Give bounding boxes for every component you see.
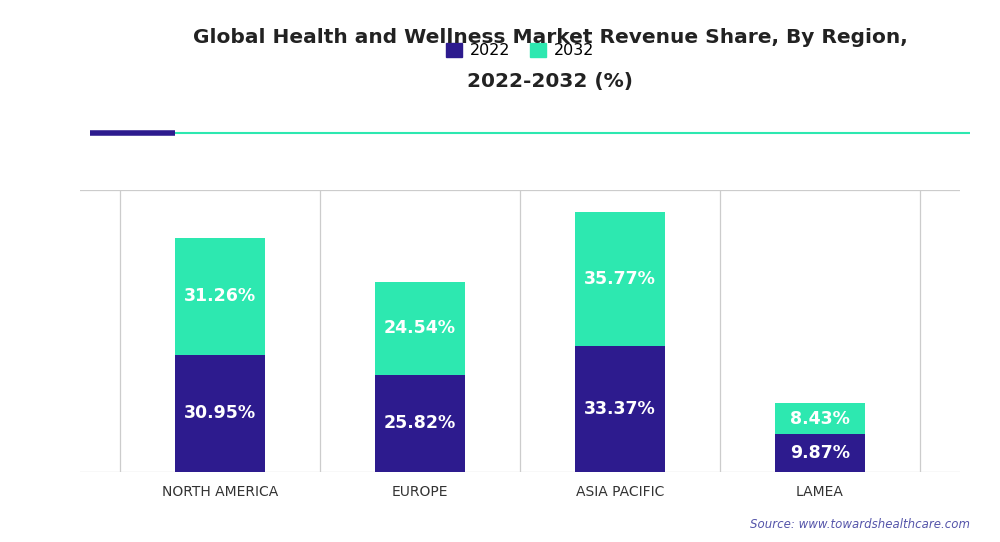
- Text: 31.26%: 31.26%: [184, 287, 256, 306]
- Text: Global Health and Wellness Market Revenue Share, By Region,: Global Health and Wellness Market Revenu…: [193, 28, 907, 48]
- Text: 2022-2032 (%): 2022-2032 (%): [467, 72, 633, 91]
- Text: 25.82%: 25.82%: [384, 414, 456, 432]
- Bar: [175, 355, 265, 472]
- Text: 9.87%: 9.87%: [790, 444, 850, 462]
- Text: 24.54%: 24.54%: [384, 319, 456, 338]
- Bar: [775, 403, 865, 435]
- Bar: [175, 238, 265, 355]
- Text: 35.77%: 35.77%: [584, 270, 656, 288]
- Text: 30.95%: 30.95%: [184, 404, 256, 422]
- Text: Source: www.towardshealthcare.com: Source: www.towardshealthcare.com: [750, 518, 970, 531]
- Bar: [375, 282, 465, 375]
- Text: 8.43%: 8.43%: [790, 410, 850, 428]
- Bar: [575, 212, 665, 346]
- Bar: [375, 375, 465, 472]
- Text: 33.37%: 33.37%: [584, 400, 656, 418]
- Bar: [575, 346, 665, 472]
- Legend: 2022, 2032: 2022, 2032: [446, 43, 594, 59]
- Bar: [775, 435, 865, 472]
